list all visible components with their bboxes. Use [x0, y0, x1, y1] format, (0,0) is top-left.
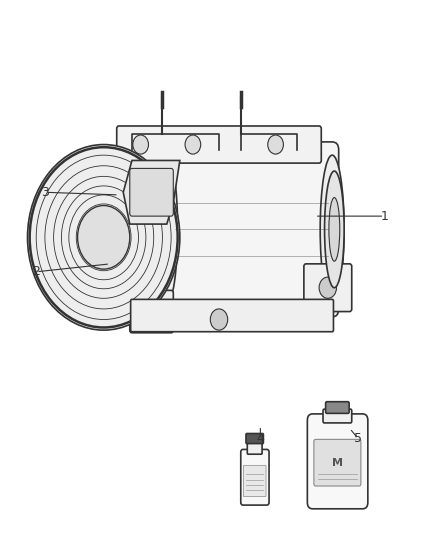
Circle shape [210, 309, 228, 330]
FancyBboxPatch shape [307, 414, 368, 509]
Ellipse shape [325, 171, 344, 288]
FancyBboxPatch shape [314, 439, 361, 486]
Circle shape [87, 217, 120, 257]
FancyBboxPatch shape [130, 168, 173, 216]
FancyBboxPatch shape [244, 465, 266, 497]
Circle shape [78, 206, 130, 269]
Polygon shape [123, 160, 180, 224]
FancyBboxPatch shape [131, 300, 333, 332]
FancyBboxPatch shape [117, 126, 321, 163]
Circle shape [28, 144, 180, 330]
FancyBboxPatch shape [130, 290, 173, 333]
Circle shape [268, 135, 283, 154]
Ellipse shape [329, 198, 340, 261]
Circle shape [185, 135, 201, 154]
Text: 1: 1 [381, 209, 389, 223]
Text: 5: 5 [354, 432, 362, 446]
Text: 3: 3 [41, 186, 49, 199]
Circle shape [319, 277, 336, 298]
FancyBboxPatch shape [304, 264, 352, 312]
Ellipse shape [320, 155, 344, 304]
FancyBboxPatch shape [247, 440, 262, 454]
Text: 4: 4 [256, 432, 264, 446]
FancyBboxPatch shape [325, 402, 349, 414]
Circle shape [144, 302, 159, 321]
Text: 2: 2 [32, 265, 40, 278]
FancyBboxPatch shape [160, 142, 339, 317]
Circle shape [99, 231, 109, 244]
FancyBboxPatch shape [246, 433, 263, 443]
FancyBboxPatch shape [323, 409, 352, 423]
Circle shape [133, 135, 148, 154]
FancyBboxPatch shape [241, 449, 269, 505]
Text: M: M [332, 458, 343, 467]
Ellipse shape [156, 155, 178, 304]
